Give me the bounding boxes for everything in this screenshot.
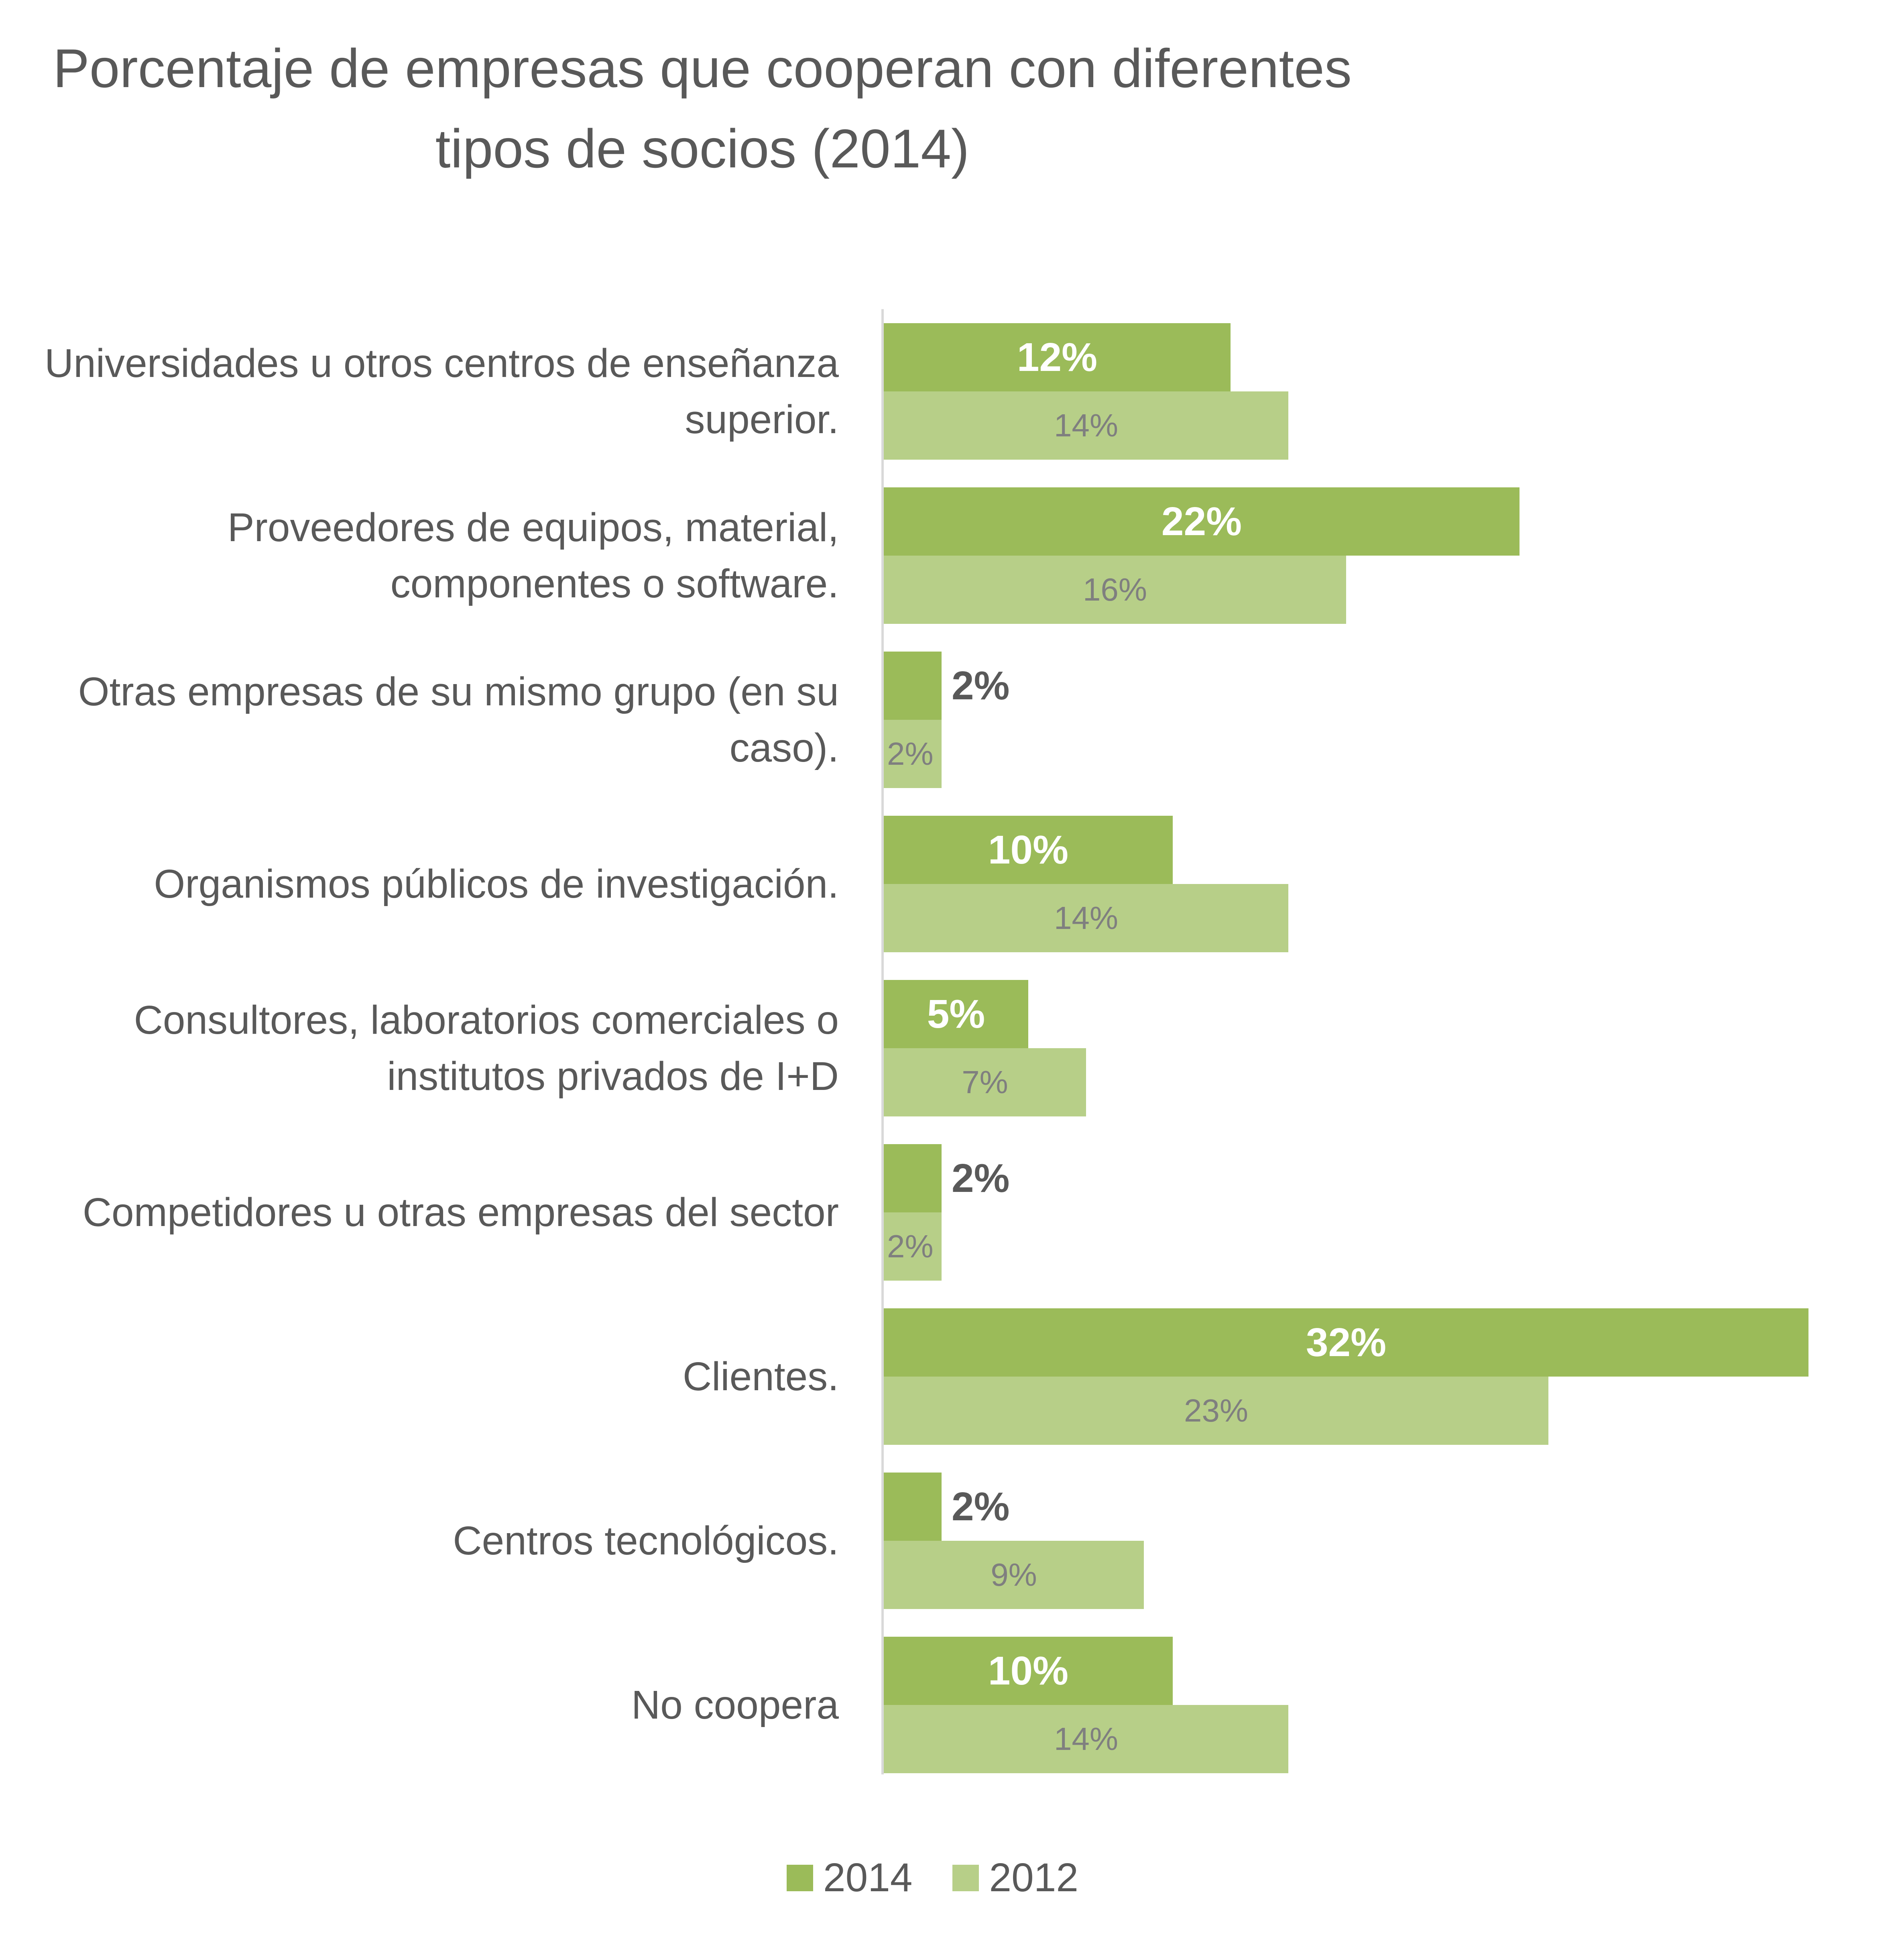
category-label-line: Proveedores de equipos, material,	[227, 505, 839, 550]
bar-2014[interactable]	[884, 487, 1520, 556]
data-label-2012: 2%	[887, 736, 934, 772]
bar-2014[interactable]	[884, 1473, 942, 1541]
category-label: Competidores u otras empresas del sector	[0, 1184, 839, 1240]
bar-2014[interactable]	[884, 980, 1028, 1048]
data-label-2014: 2%	[952, 1484, 1010, 1529]
data-label-2014: 2%	[952, 663, 1010, 708]
data-label-2014: 5%	[927, 992, 985, 1037]
bar-2012[interactable]	[884, 720, 942, 788]
legend-label-2012: 2012	[989, 1855, 1078, 1900]
category-label-line: No coopera	[631, 1682, 839, 1727]
data-label-2012: 14%	[1054, 407, 1119, 443]
bar-2012[interactable]	[884, 391, 1288, 460]
category-label: Otras empresas de su mismo grupo (en su c…	[0, 664, 839, 776]
chart-title-line-2: tipos de socios (2014)	[435, 118, 970, 179]
category-label-line: Organismos públicos de investigación.	[154, 862, 839, 906]
data-label-2012: 9%	[991, 1557, 1037, 1593]
bar-2012[interactable]	[884, 1212, 942, 1281]
data-label-2014: 2%	[952, 1156, 1010, 1201]
category-label: Universidades u otros centros de enseñan…	[0, 335, 839, 448]
category-label-line: Centros tecnológicos.	[453, 1518, 839, 1563]
category-label: Consultores, laboratorios comerciales o i…	[0, 992, 839, 1104]
bar-2014[interactable]	[884, 1144, 942, 1212]
data-label-2014: 12%	[1017, 335, 1098, 380]
data-label-2012: 2%	[887, 1228, 934, 1264]
data-label-2012: 16%	[1082, 572, 1147, 607]
category-label: Organismos públicos de investigación.	[0, 856, 839, 912]
data-label-2012: 14%	[1054, 900, 1119, 936]
bar-2014[interactable]	[884, 323, 1231, 391]
bar-2014[interactable]	[884, 652, 942, 720]
bar-2014[interactable]	[884, 1308, 1808, 1377]
legend: 2014 2012	[787, 1855, 1103, 1901]
category-label-line: superior.	[685, 397, 839, 442]
category-label-line: institutos privados de I+D	[387, 1054, 839, 1099]
data-label-2012: 23%	[1184, 1393, 1249, 1428]
legend-item-2012[interactable]: 2012	[952, 1855, 1078, 1901]
category-label: Clientes.	[0, 1348, 839, 1405]
legend-item-2014[interactable]: 2014	[787, 1855, 912, 1901]
category-label-line: caso).	[729, 725, 839, 770]
data-label-2012: 7%	[962, 1064, 1008, 1100]
category-label: Proveedores de equipos, material, compone…	[0, 499, 839, 612]
legend-label-2014: 2014	[823, 1855, 913, 1900]
bar-2014[interactable]	[884, 816, 1173, 884]
category-label: No coopera	[0, 1677, 839, 1733]
bar-2012[interactable]	[884, 556, 1346, 624]
category-label: Centros tecnológicos.	[0, 1513, 839, 1569]
bar-2012[interactable]	[884, 1705, 1288, 1773]
chart-title: Porcentaje de empresas que cooperan con …	[0, 28, 1405, 189]
category-label-line: Universidades u otros centros de enseñan…	[45, 341, 839, 386]
data-label-2014: 22%	[1161, 499, 1242, 544]
legend-swatch-2012	[952, 1864, 979, 1891]
data-label-2014: 32%	[1306, 1320, 1387, 1365]
category-label-line: componentes o software.	[390, 561, 839, 606]
bar-2012[interactable]	[884, 1541, 1144, 1609]
legend-swatch-2014	[787, 1864, 813, 1891]
category-label-line: Clientes.	[682, 1354, 839, 1399]
data-label-2014: 10%	[988, 1648, 1069, 1693]
category-label-line: Otras empresas de su mismo grupo (en su	[78, 669, 839, 714]
bar-2012[interactable]	[884, 884, 1288, 952]
data-label-2012: 14%	[1054, 1721, 1119, 1757]
category-label-line: Consultores, laboratorios comerciales o	[134, 998, 839, 1043]
bar-2014[interactable]	[884, 1637, 1173, 1705]
category-label-line: Competidores u otras empresas del sector	[82, 1190, 839, 1235]
chart-title-line-1: Porcentaje de empresas que cooperan con …	[53, 38, 1352, 99]
bar-2012[interactable]	[884, 1377, 1548, 1445]
category-axis-line	[881, 309, 884, 1774]
bar-2012[interactable]	[884, 1048, 1086, 1116]
data-label-2014: 10%	[988, 827, 1069, 872]
